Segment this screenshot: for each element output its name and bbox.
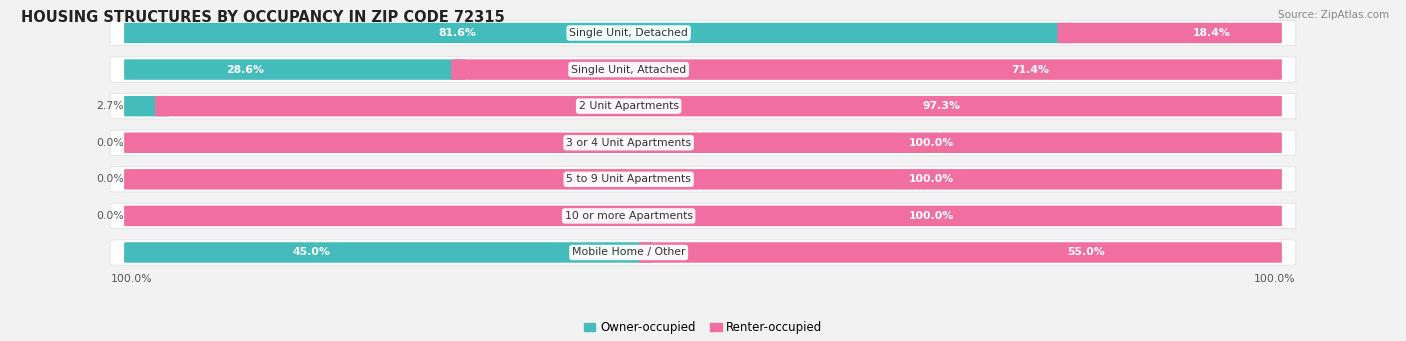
Text: 97.3%: 97.3% xyxy=(922,101,960,111)
FancyBboxPatch shape xyxy=(124,23,1071,43)
Text: 28.6%: 28.6% xyxy=(226,64,264,75)
FancyBboxPatch shape xyxy=(110,57,1296,82)
FancyBboxPatch shape xyxy=(124,169,1282,190)
Text: Source: ZipAtlas.com: Source: ZipAtlas.com xyxy=(1278,10,1389,20)
Text: 2.7%: 2.7% xyxy=(97,101,124,111)
FancyBboxPatch shape xyxy=(110,130,1296,155)
FancyBboxPatch shape xyxy=(110,93,1296,119)
Text: HOUSING STRUCTURES BY OCCUPANCY IN ZIP CODE 72315: HOUSING STRUCTURES BY OCCUPANCY IN ZIP C… xyxy=(21,10,505,25)
Text: 0.0%: 0.0% xyxy=(97,211,124,221)
Legend: Owner-occupied, Renter-occupied: Owner-occupied, Renter-occupied xyxy=(579,316,827,339)
Text: 100.0%: 100.0% xyxy=(910,174,955,184)
FancyBboxPatch shape xyxy=(124,133,1282,153)
Text: Single Unit, Attached: Single Unit, Attached xyxy=(571,64,686,75)
Text: 100.0%: 100.0% xyxy=(910,211,955,221)
Text: 55.0%: 55.0% xyxy=(1067,248,1105,257)
FancyBboxPatch shape xyxy=(638,242,1282,263)
FancyBboxPatch shape xyxy=(110,240,1296,265)
FancyBboxPatch shape xyxy=(124,96,169,116)
Text: 0.0%: 0.0% xyxy=(97,174,124,184)
FancyBboxPatch shape xyxy=(124,206,1282,226)
Text: 10 or more Apartments: 10 or more Apartments xyxy=(565,211,693,221)
Text: 3 or 4 Unit Apartments: 3 or 4 Unit Apartments xyxy=(567,138,692,148)
Text: 2 Unit Apartments: 2 Unit Apartments xyxy=(579,101,679,111)
FancyBboxPatch shape xyxy=(110,20,1296,46)
FancyBboxPatch shape xyxy=(155,96,1282,116)
Text: 81.6%: 81.6% xyxy=(439,28,477,38)
FancyBboxPatch shape xyxy=(124,242,652,263)
FancyBboxPatch shape xyxy=(451,59,1282,80)
Text: 18.4%: 18.4% xyxy=(1192,28,1230,38)
FancyBboxPatch shape xyxy=(110,203,1296,228)
Text: Single Unit, Detached: Single Unit, Detached xyxy=(569,28,688,38)
FancyBboxPatch shape xyxy=(1057,23,1282,43)
Text: Mobile Home / Other: Mobile Home / Other xyxy=(572,248,685,257)
FancyBboxPatch shape xyxy=(124,59,465,80)
Text: 100.0%: 100.0% xyxy=(1254,274,1296,284)
Text: 100.0%: 100.0% xyxy=(110,274,152,284)
Text: 45.0%: 45.0% xyxy=(292,248,330,257)
Text: 71.4%: 71.4% xyxy=(1011,64,1049,75)
Text: 100.0%: 100.0% xyxy=(910,138,955,148)
Text: 5 to 9 Unit Apartments: 5 to 9 Unit Apartments xyxy=(567,174,692,184)
Text: 0.0%: 0.0% xyxy=(97,138,124,148)
FancyBboxPatch shape xyxy=(110,167,1296,192)
